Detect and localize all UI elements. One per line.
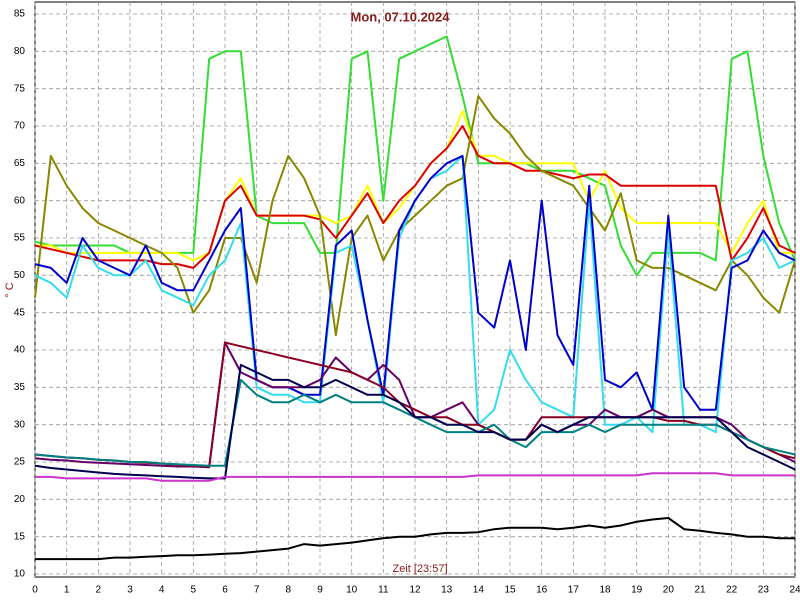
x-tick-label: 24 bbox=[789, 585, 800, 596]
x-tick-label: 8 bbox=[286, 585, 292, 596]
y-tick-label: 45 bbox=[14, 307, 26, 318]
x-tick-label: 13 bbox=[441, 585, 453, 596]
grid bbox=[34, 2, 796, 577]
x-axis-label: Zeit [23:57] bbox=[392, 563, 447, 575]
x-tick-label: 9 bbox=[317, 585, 323, 596]
y-tick-label: 55 bbox=[14, 233, 26, 244]
y-tick-label: 60 bbox=[14, 195, 26, 206]
x-tick-label: 10 bbox=[346, 585, 358, 596]
x-tick-label: 15 bbox=[504, 585, 516, 596]
series-line bbox=[35, 517, 795, 561]
lines bbox=[34, 35, 796, 561]
series-line bbox=[34, 95, 796, 337]
chart-title: Mon, 07.10.2024 bbox=[351, 9, 451, 24]
x-tick-label: 22 bbox=[726, 585, 738, 596]
series-line bbox=[34, 363, 796, 480]
y-tick-label: 30 bbox=[14, 419, 26, 430]
series-line bbox=[34, 154, 796, 411]
x-tick-label: 21 bbox=[694, 585, 706, 596]
x-tick-label: 11 bbox=[378, 585, 389, 596]
x-tick-label: 16 bbox=[536, 585, 548, 596]
y-tick-label: 75 bbox=[14, 83, 26, 94]
y-tick-label: 15 bbox=[14, 531, 26, 542]
y-tick-label: 35 bbox=[14, 382, 26, 393]
series-line bbox=[34, 125, 796, 269]
x-tick-label: 0 bbox=[32, 585, 38, 596]
y-axis-label: ° C bbox=[4, 282, 16, 297]
x-tick-label: 19 bbox=[631, 585, 643, 596]
y-tick-label: 70 bbox=[14, 121, 26, 132]
y-tick-label: 50 bbox=[14, 270, 26, 281]
x-tick-label: 7 bbox=[254, 585, 260, 596]
x-tick-label: 4 bbox=[159, 585, 165, 596]
x-tick-label: 3 bbox=[127, 585, 133, 596]
x-tick-label: 20 bbox=[663, 585, 675, 596]
y-tick-label: 80 bbox=[14, 46, 26, 57]
x-tick-label: 5 bbox=[191, 585, 197, 596]
x-tick-label: 23 bbox=[758, 585, 770, 596]
y-tick-label: 65 bbox=[14, 158, 26, 169]
x-tick-label: 18 bbox=[599, 585, 611, 596]
y-tick-label: 20 bbox=[14, 494, 26, 505]
y-tick-label: 85 bbox=[14, 9, 26, 20]
series-line bbox=[35, 472, 795, 482]
y-tick-label: 25 bbox=[14, 457, 26, 468]
x-tick-label: 17 bbox=[568, 585, 580, 596]
x-tick-label: 2 bbox=[96, 585, 102, 596]
y-tick-label: 10 bbox=[14, 569, 26, 580]
x-tick-label: 12 bbox=[409, 585, 421, 596]
x-tick-label: 6 bbox=[222, 585, 228, 596]
y-tick-label: 40 bbox=[14, 345, 26, 356]
x-tick-label: 1 bbox=[64, 585, 70, 596]
x-tick-label: 14 bbox=[473, 585, 485, 596]
